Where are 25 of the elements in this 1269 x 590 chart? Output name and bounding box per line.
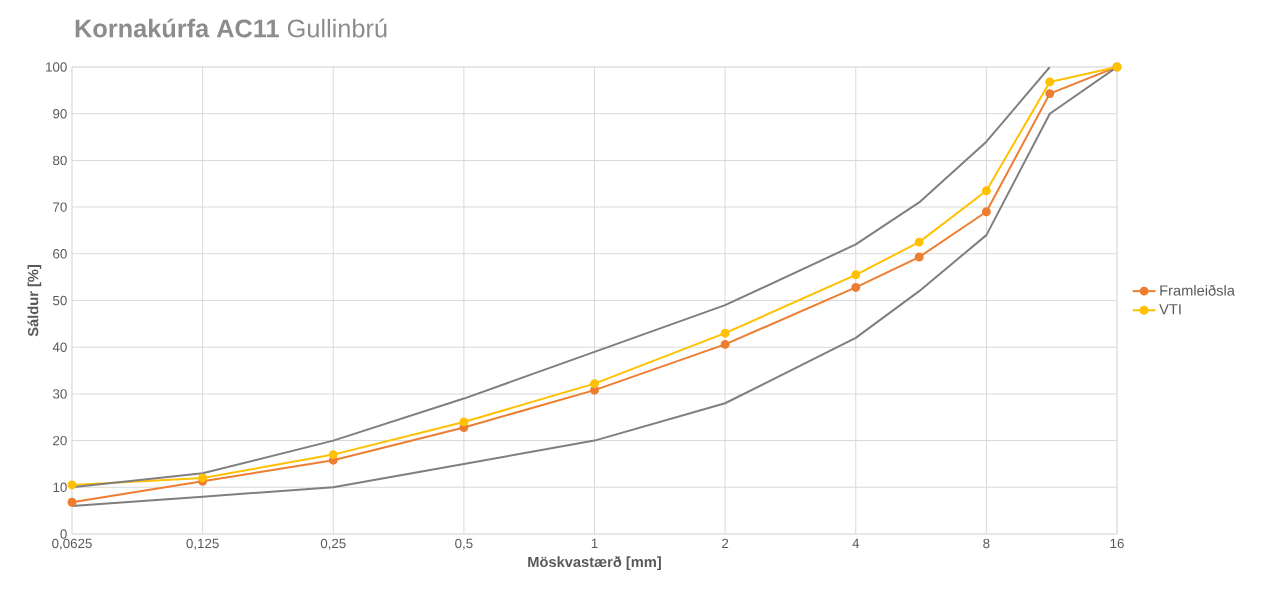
- y-tick-label: 0: [60, 529, 67, 539]
- x-tick-label: 4: [852, 538, 860, 548]
- y-tick-label: 100: [46, 62, 67, 72]
- x-tick-label: 1: [591, 538, 598, 548]
- legend-label: VTI: [1159, 304, 1181, 315]
- chart-title: Kornakúrfa AC11 Gullinbrú: [75, 18, 387, 38]
- y-tick-label: 10: [53, 482, 67, 493]
- x-tick-label: 2: [722, 538, 729, 549]
- x-tick-label: 0,25: [320, 538, 346, 550]
- y-tick-label: 20: [53, 435, 67, 446]
- x-tick-label: 0,5: [455, 538, 473, 550]
- y-tick-label: 80: [53, 155, 67, 166]
- x-tick-label: 16: [1110, 538, 1124, 549]
- y-tick-label: 40: [52, 342, 67, 352]
- x-tick-label: 0,0625: [52, 538, 92, 550]
- legend-label: Framleiðsla: [1160, 284, 1235, 296]
- y-tick-label: 90: [53, 108, 67, 119]
- y-tick-label: 50: [53, 295, 67, 306]
- y-tick-label: 70: [53, 202, 67, 212]
- x-axis-title: Möskvastærð [mm]: [528, 556, 661, 571]
- x-tick-label: 8: [983, 538, 990, 549]
- y-tick-label: 60: [53, 249, 67, 259]
- x-tick-label: 0,125: [186, 538, 219, 550]
- y-tick-label: 30: [52, 389, 67, 399]
- y-axis-title: Sáldur [%]: [27, 265, 42, 337]
